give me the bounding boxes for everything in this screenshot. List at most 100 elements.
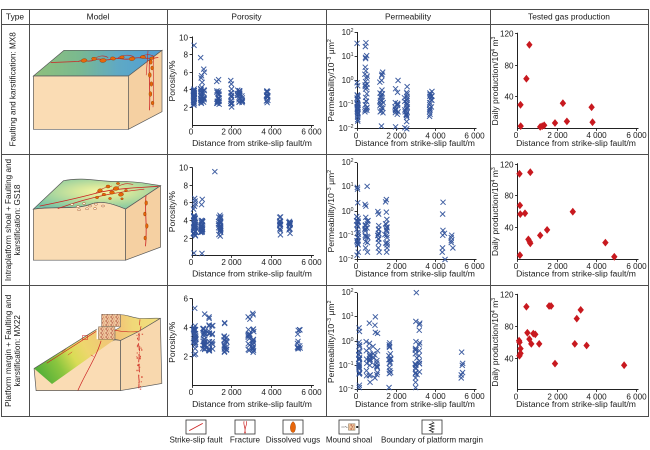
svg-text:Type: Type bbox=[6, 11, 24, 21]
svg-text:Distance from strike-slip faul: Distance from strike-slip fault/m bbox=[516, 269, 636, 279]
svg-text:4 000: 4 000 bbox=[261, 388, 282, 397]
svg-text:4 000: 4 000 bbox=[261, 258, 282, 267]
svg-text:Model: Model bbox=[87, 11, 110, 21]
svg-text:10−1: 10−1 bbox=[339, 361, 354, 370]
svg-text:8: 8 bbox=[183, 50, 188, 59]
svg-text:4 000: 4 000 bbox=[425, 262, 446, 271]
svg-text:80: 80 bbox=[504, 322, 514, 331]
svg-text:Porosity/%: Porosity/% bbox=[167, 60, 177, 101]
svg-text:40: 40 bbox=[504, 354, 514, 363]
svg-text:6 000: 6 000 bbox=[301, 128, 322, 137]
svg-text:6: 6 bbox=[183, 68, 188, 77]
svg-text:Daily production/104 m3: Daily production/104 m3 bbox=[490, 298, 500, 387]
svg-text:102: 102 bbox=[342, 28, 354, 37]
svg-text:2 000: 2 000 bbox=[386, 131, 407, 140]
svg-text:2 000: 2 000 bbox=[221, 258, 242, 267]
svg-text:4: 4 bbox=[183, 216, 188, 225]
svg-text:Permeability/10−3 μm2: Permeability/10−3 μm2 bbox=[326, 300, 336, 383]
svg-text:Distance from strike-slip faul: Distance from strike-slip fault/m bbox=[516, 399, 636, 409]
svg-text:0: 0 bbox=[514, 262, 519, 271]
svg-text:Daily production/104 m3: Daily production/104 m3 bbox=[490, 167, 500, 256]
svg-text:karstification: GS18: karstification: GS18 bbox=[13, 184, 22, 255]
svg-text:Faulting and karstification: M: Faulting and karstification: MX8 bbox=[9, 32, 18, 147]
svg-text:Strike-slip fault: Strike-slip fault bbox=[169, 436, 223, 445]
svg-text:4 000: 4 000 bbox=[425, 131, 446, 140]
svg-text:4 000: 4 000 bbox=[425, 392, 446, 401]
svg-text:80: 80 bbox=[504, 61, 514, 70]
svg-text:Porosity/%: Porosity/% bbox=[167, 191, 177, 232]
svg-text:10−1: 10−1 bbox=[339, 100, 354, 109]
svg-text:Distance from strike-slip faul: Distance from strike-slip fault/m bbox=[516, 138, 636, 148]
svg-text:6 000: 6 000 bbox=[301, 388, 322, 397]
svg-text:120: 120 bbox=[500, 160, 514, 169]
svg-text:Distance from strike-slip faul: Distance from strike-slip fault/m bbox=[355, 269, 475, 279]
svg-text:0: 0 bbox=[189, 258, 194, 267]
svg-text:4: 4 bbox=[183, 323, 188, 332]
svg-text:Fracture: Fracture bbox=[230, 436, 261, 445]
svg-text:4: 4 bbox=[183, 85, 188, 94]
svg-text:0: 0 bbox=[514, 131, 519, 140]
svg-text:0: 0 bbox=[354, 131, 359, 140]
svg-text:4 000: 4 000 bbox=[261, 128, 282, 137]
svg-text:Distance from strike-slip faul: Distance from strike-slip fault/m bbox=[355, 399, 475, 409]
svg-text:120: 120 bbox=[500, 29, 514, 38]
svg-text:40: 40 bbox=[504, 92, 514, 101]
svg-text:101: 101 bbox=[342, 52, 354, 61]
svg-text:102: 102 bbox=[342, 288, 354, 297]
svg-text:Permeability: Permeability bbox=[385, 11, 432, 21]
svg-text:Porosity: Porosity bbox=[231, 11, 262, 21]
svg-text:2 000: 2 000 bbox=[547, 131, 568, 140]
svg-text:2 000: 2 000 bbox=[547, 392, 568, 401]
svg-text:Intraplatform shoal + Faulting: Intraplatform shoal + Faulting and bbox=[4, 158, 13, 281]
svg-text:2 000: 2 000 bbox=[386, 262, 407, 271]
svg-text:10: 10 bbox=[179, 163, 189, 172]
svg-text:101: 101 bbox=[342, 312, 354, 321]
svg-text:6 000: 6 000 bbox=[626, 392, 647, 401]
svg-text:2 000: 2 000 bbox=[221, 128, 242, 137]
svg-text:Distance from strike-slip faul: Distance from strike-slip fault/m bbox=[192, 399, 312, 409]
svg-text:2 000: 2 000 bbox=[386, 392, 407, 401]
svg-text:6: 6 bbox=[183, 294, 188, 303]
svg-text:Tested gas production: Tested gas production bbox=[528, 11, 610, 21]
svg-text:100: 100 bbox=[342, 207, 354, 216]
svg-text:10−2: 10−2 bbox=[339, 255, 354, 264]
svg-text:120: 120 bbox=[500, 290, 514, 299]
svg-text:100: 100 bbox=[342, 76, 354, 85]
svg-text:Platform margin + Faulting and: Platform margin + Faulting and bbox=[4, 294, 13, 407]
svg-text:6 000: 6 000 bbox=[464, 262, 485, 271]
svg-text:Porosity/%: Porosity/% bbox=[167, 321, 177, 362]
svg-text:4 000: 4 000 bbox=[586, 392, 607, 401]
svg-text:10−1: 10−1 bbox=[339, 231, 354, 240]
svg-text:Dissolved vugs: Dissolved vugs bbox=[266, 436, 320, 445]
svg-text:100: 100 bbox=[342, 337, 354, 346]
svg-text:10: 10 bbox=[179, 33, 189, 42]
svg-text:2 000: 2 000 bbox=[221, 388, 242, 397]
svg-text:6 000: 6 000 bbox=[626, 262, 647, 271]
svg-text:0: 0 bbox=[354, 392, 359, 401]
svg-text:4 000: 4 000 bbox=[586, 131, 607, 140]
svg-text:Distance from strike-slip faul: Distance from strike-slip fault/m bbox=[355, 138, 475, 148]
svg-text:Daily production/104 m3: Daily production/104 m3 bbox=[490, 36, 500, 125]
svg-text:80: 80 bbox=[504, 191, 514, 200]
svg-text:6 000: 6 000 bbox=[301, 258, 322, 267]
svg-text:6 000: 6 000 bbox=[464, 131, 485, 140]
svg-text:10−2: 10−2 bbox=[339, 385, 354, 394]
svg-text:8: 8 bbox=[183, 181, 188, 190]
svg-text:10−2: 10−2 bbox=[339, 124, 354, 133]
svg-text:6 000: 6 000 bbox=[626, 131, 647, 140]
svg-text:4 000: 4 000 bbox=[586, 262, 607, 271]
svg-text:101: 101 bbox=[342, 182, 354, 191]
svg-text:2: 2 bbox=[183, 103, 188, 112]
svg-text:Distance from strike-slip faul: Distance from strike-slip fault/m bbox=[192, 138, 312, 148]
svg-text:0: 0 bbox=[354, 262, 359, 271]
svg-text:Distance from strike-slip faul: Distance from strike-slip fault/m bbox=[192, 269, 312, 279]
svg-text:2 000: 2 000 bbox=[547, 262, 568, 271]
svg-text:2: 2 bbox=[183, 234, 188, 243]
svg-text:6 000: 6 000 bbox=[464, 392, 485, 401]
svg-text:6: 6 bbox=[183, 198, 188, 207]
svg-text:102: 102 bbox=[342, 158, 354, 167]
svg-text:0: 0 bbox=[514, 392, 519, 401]
svg-text:Mound shoal: Mound shoal bbox=[326, 436, 373, 445]
svg-text:Permeability/10−3 μm2: Permeability/10−3 μm2 bbox=[326, 170, 336, 253]
svg-text:karstification: MX22: karstification: MX22 bbox=[13, 315, 22, 387]
